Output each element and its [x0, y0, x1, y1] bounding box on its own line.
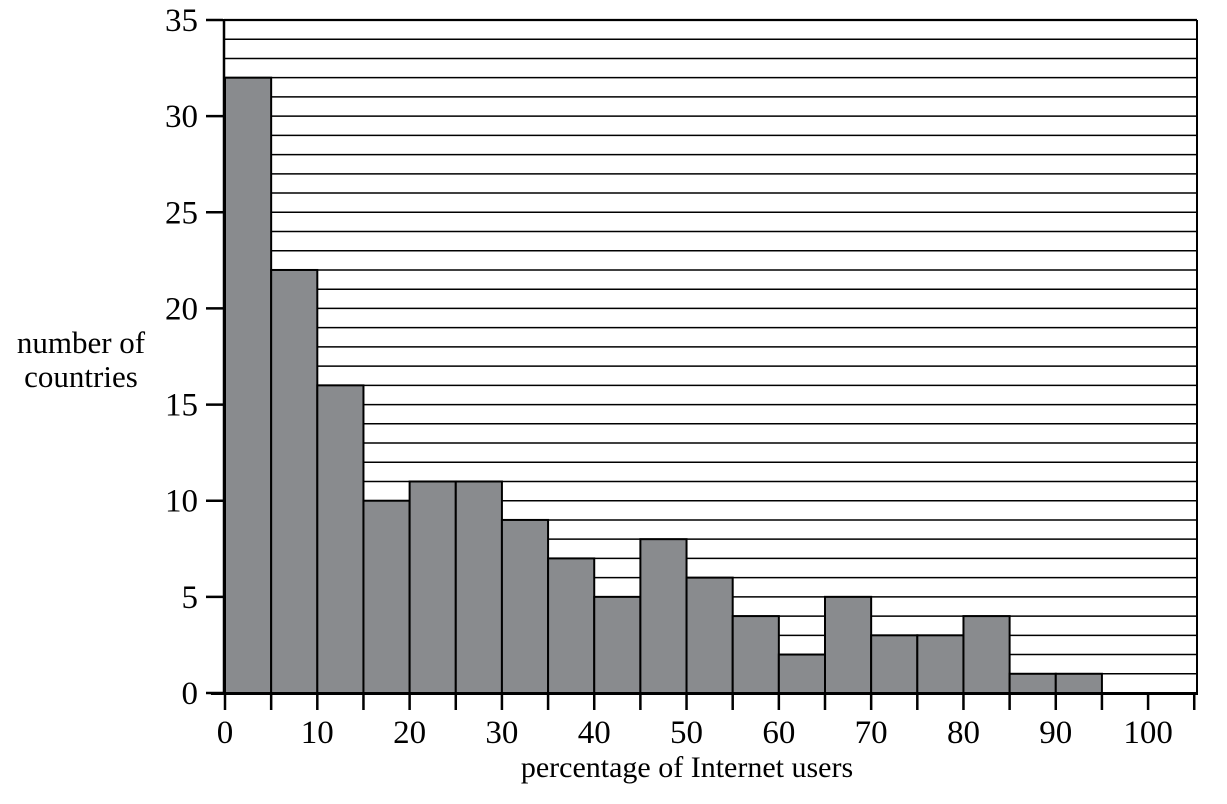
x-tick-label: 60: [762, 715, 795, 751]
bar: [500, 518, 550, 695]
bar: [685, 576, 734, 695]
x-tick-label: 0: [217, 715, 234, 751]
bar: [777, 653, 826, 694]
x-tick-label: 30: [485, 715, 518, 751]
bar: [270, 268, 319, 694]
y-tick-label: 25: [165, 195, 198, 231]
bar: [408, 480, 457, 694]
bar: [547, 557, 596, 695]
y-axis-title-line1: number of: [16, 325, 146, 360]
y-tick-label: 10: [165, 484, 198, 520]
y-tick-label: 35: [165, 3, 198, 39]
bar: [1054, 672, 1103, 694]
x-tick-label: 50: [670, 715, 703, 751]
bar: [593, 595, 642, 694]
y-tick-label: 0: [182, 676, 199, 712]
x-tick-label: 20: [393, 715, 426, 751]
y-tick-label: 5: [182, 580, 199, 616]
bar: [870, 634, 919, 694]
x-tick-label: 40: [578, 715, 611, 751]
bar: [916, 634, 965, 694]
bar: [224, 76, 273, 694]
x-axis-title: percentage of Internet users: [520, 751, 854, 784]
x-tick-label: 80: [947, 715, 980, 751]
y-tick-label: 15: [165, 388, 198, 424]
x-tick-label: 10: [301, 715, 334, 751]
bar: [639, 538, 688, 695]
bar: [316, 384, 365, 694]
bar: [454, 480, 503, 694]
y-tick-label: 20: [165, 291, 198, 327]
y-axis-title-line2: countries: [24, 359, 138, 394]
y-axis-title: number of countries: [0, 326, 162, 394]
bar: [731, 615, 780, 694]
y-tick-label: 30: [165, 99, 198, 135]
bar: [1008, 672, 1057, 694]
bar: [824, 595, 873, 694]
bar: [962, 615, 1011, 694]
x-tick-label: 90: [1039, 715, 1072, 751]
x-tick-label: 100: [1123, 715, 1173, 751]
x-tick-label: 70: [855, 715, 888, 751]
bar: [362, 499, 411, 695]
